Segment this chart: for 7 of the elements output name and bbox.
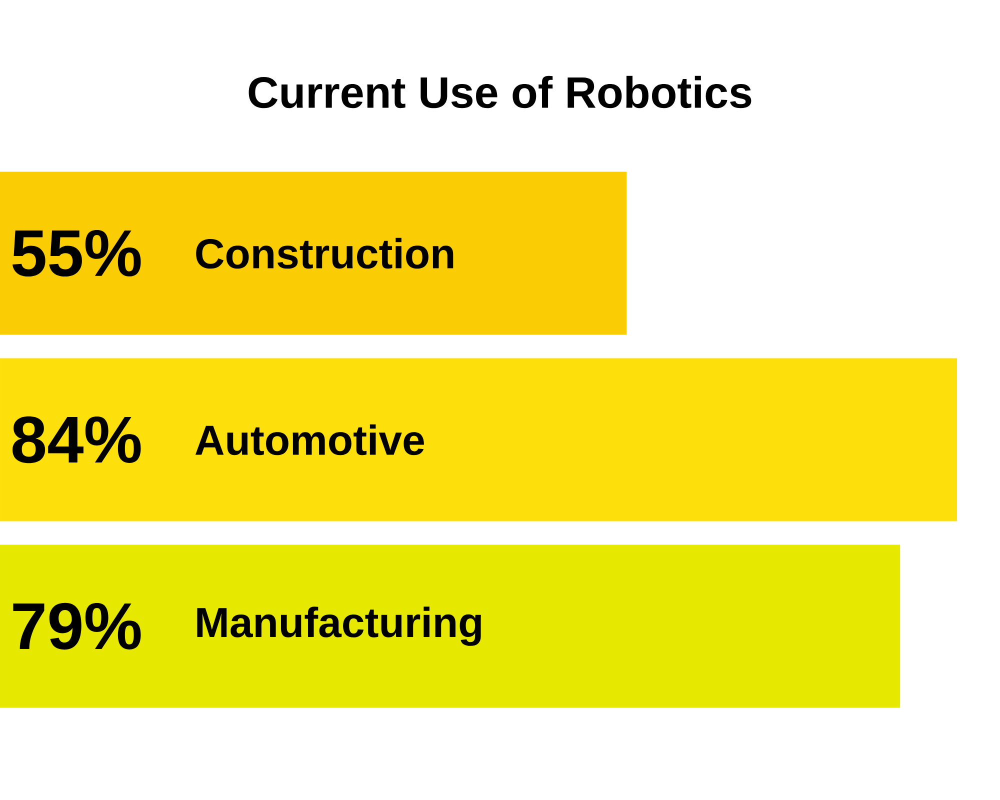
data-label: 79% [13, 602, 141, 650]
data-label: 84% [12, 416, 141, 464]
y-tick-label: Construction [196, 238, 454, 269]
data-label: 55% [12, 230, 141, 277]
y-tick-label: Manufacturing [197, 606, 481, 646]
y-tick-label: Automotive [195, 424, 424, 456]
chart-title: Current Use of Robotics [248, 76, 752, 108]
